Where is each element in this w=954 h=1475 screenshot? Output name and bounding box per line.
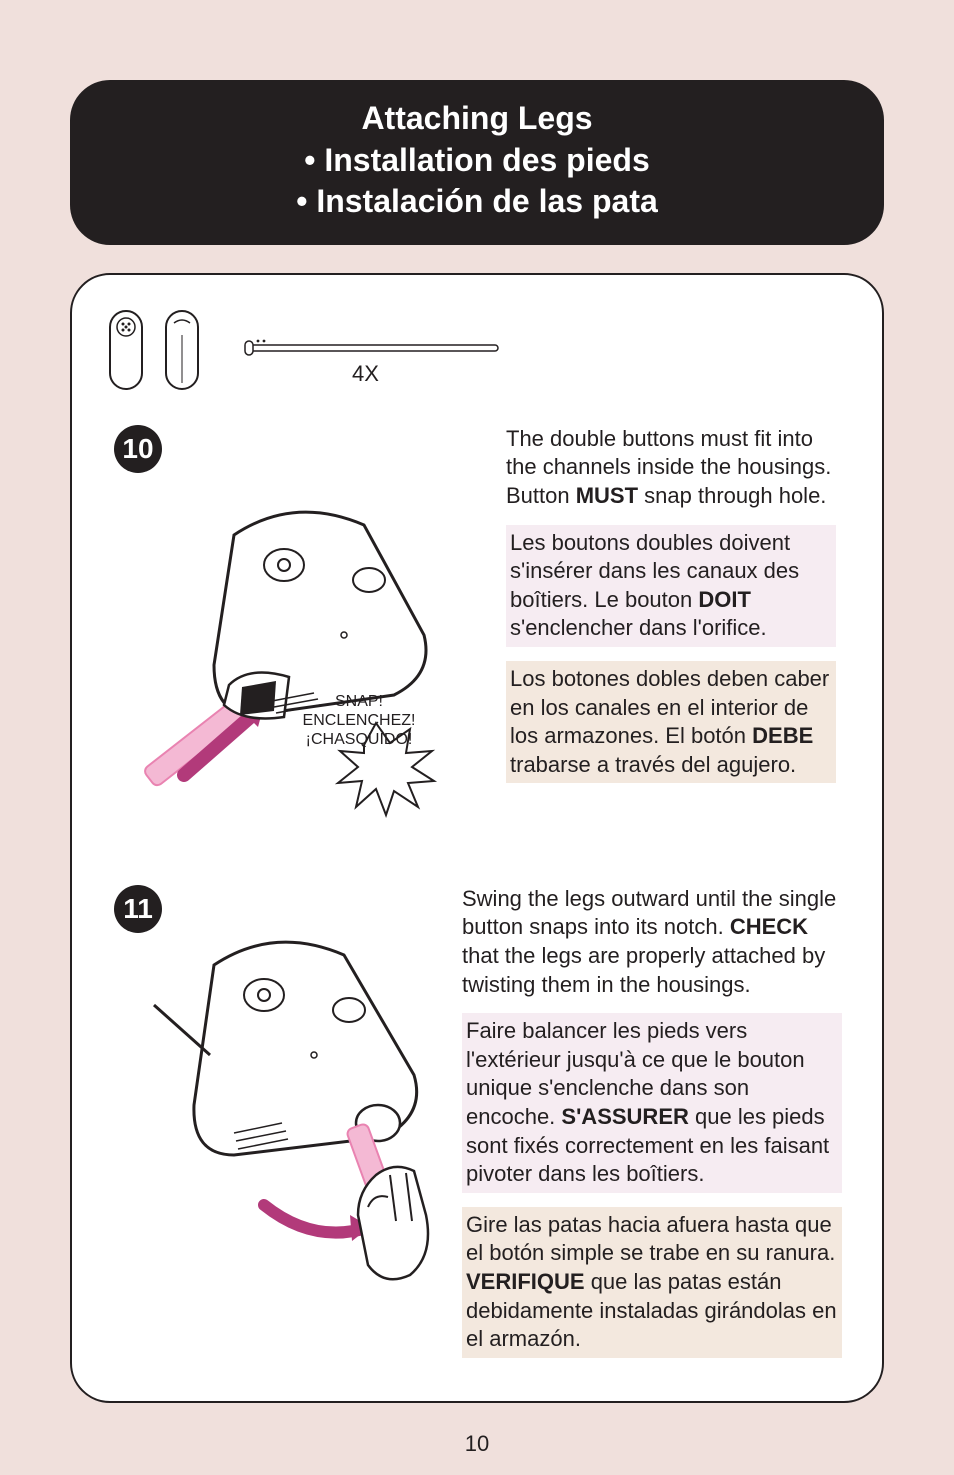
part-housing-a-icon	[102, 305, 150, 395]
parts-row: 4X	[102, 305, 852, 395]
burst-fr: ENCLENCHEZ!	[274, 711, 444, 730]
step-10-number: 10	[122, 433, 153, 465]
title-fr: • Installation des pieds	[100, 140, 854, 182]
step-11-fr: Faire balancer les pieds vers l'extérieu…	[462, 1013, 842, 1193]
snap-burst-label: SNAP! ENCLENCHEZ! ¡CHASQUIDO!	[274, 692, 444, 750]
step-10-es: Los botones dobles deben caber en los ca…	[506, 661, 836, 783]
step-10-fr: Les boutons doubles doivent s'insérer da…	[506, 525, 836, 647]
step-11-text: Swing the legs outward until the single …	[462, 885, 842, 1372]
qty-label: 4X	[352, 361, 379, 387]
step-11-diagram	[114, 915, 484, 1295]
burst-en: SNAP!	[274, 692, 444, 711]
title-en: Attaching Legs	[100, 98, 854, 140]
part-housing-b-icon	[158, 305, 206, 395]
page-number: 10	[0, 1431, 954, 1457]
title-es: • Instalación de las pata	[100, 181, 854, 223]
step-11-en: Swing the legs outward until the single …	[462, 885, 842, 999]
content-box: 4X 10 SNAP! ENCLENCHEZ! ¡CHAS	[70, 273, 884, 1403]
section-title: Attaching Legs • Installation des pieds …	[70, 80, 884, 245]
step-10-en: The double buttons must fit into the cha…	[506, 425, 836, 511]
step-11-es: Gire las patas hacia afuera hasta que el…	[462, 1207, 842, 1358]
step-10-text: The double buttons must fit into the cha…	[506, 425, 836, 798]
burst-es: ¡CHASQUIDO!	[274, 730, 444, 749]
step-10-diagram	[114, 465, 484, 825]
